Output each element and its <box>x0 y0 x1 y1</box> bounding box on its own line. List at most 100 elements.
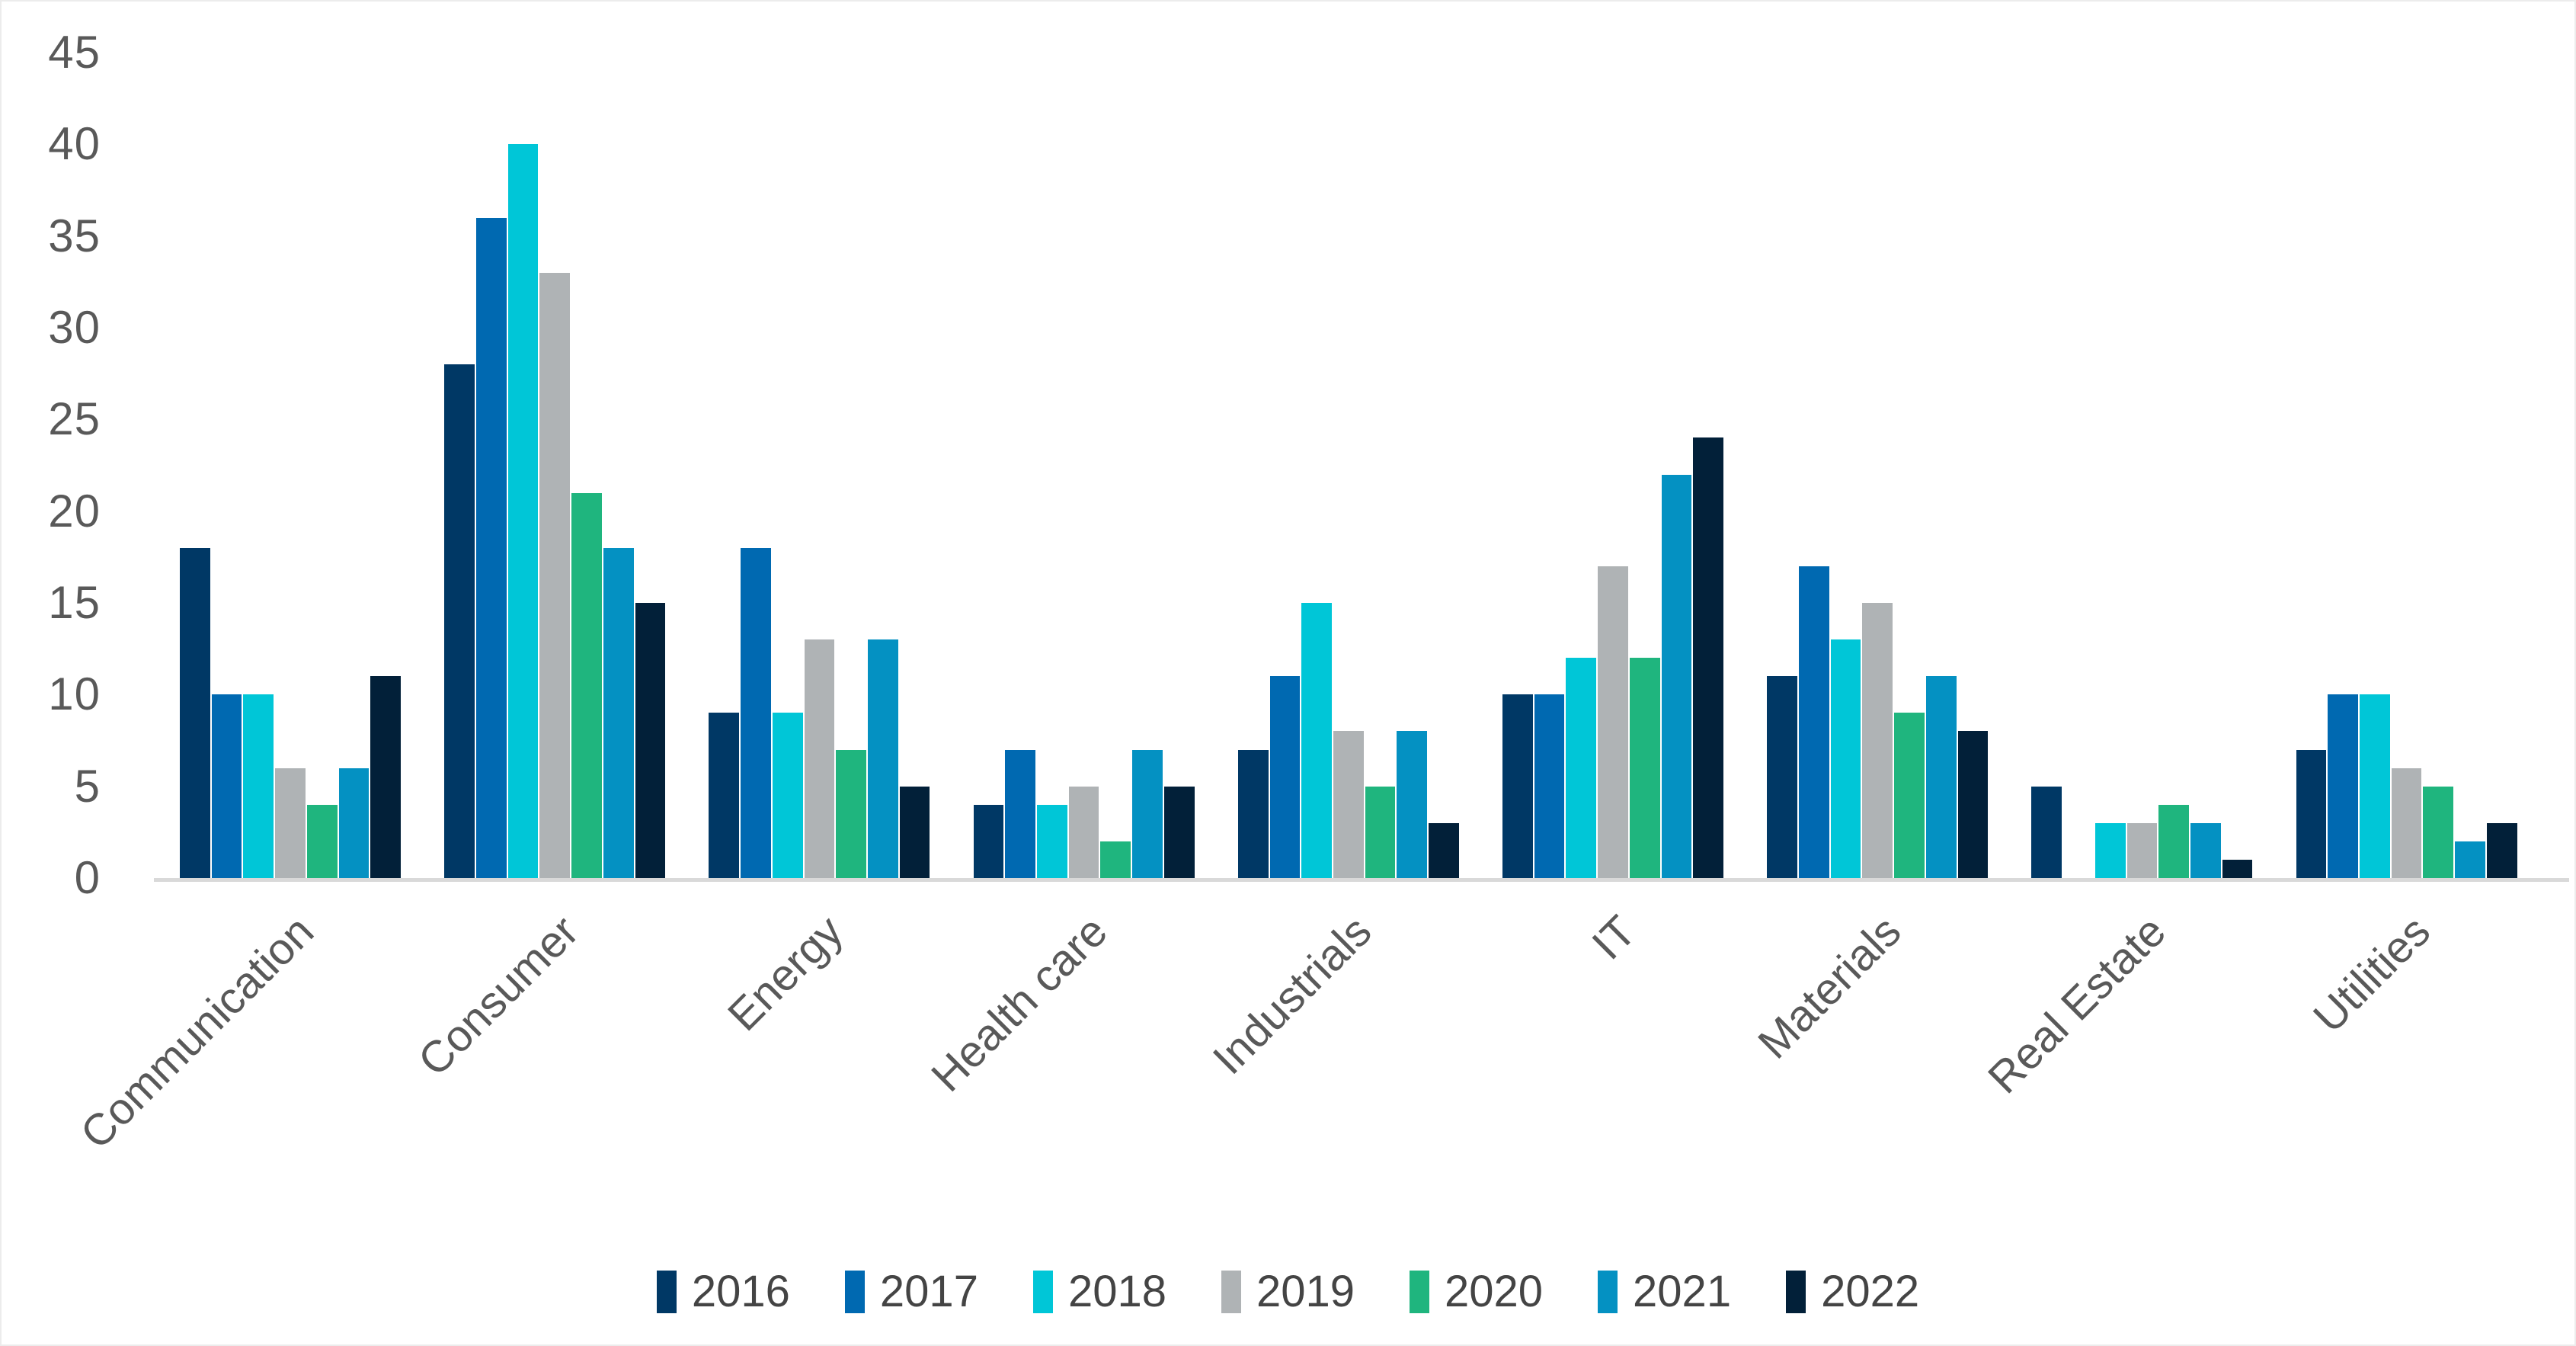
bar-2022 <box>2222 859 2253 878</box>
bar-2018 <box>1566 658 1597 878</box>
bar-group-materials <box>1767 53 1989 878</box>
bar-2018 <box>1301 603 1332 878</box>
bar-2022 <box>2486 822 2517 878</box>
bar-2019 <box>1598 566 1628 878</box>
bar-2016 <box>2031 786 2062 878</box>
bar-2021 <box>603 547 634 878</box>
bar-2020 <box>1365 786 1396 878</box>
category-label-text: Consumer <box>408 906 588 1086</box>
bar-2016 <box>1237 749 1269 878</box>
category-label-text: IT <box>1582 906 1646 969</box>
legend-label: 2021 <box>1633 1267 1732 1316</box>
bar-2019 <box>275 768 306 878</box>
bar-2022 <box>370 676 402 878</box>
bar-2021 <box>1925 676 1957 878</box>
legend-label: 2017 <box>879 1267 978 1316</box>
bar-2018 <box>2094 822 2126 878</box>
bar-2018 <box>772 713 803 878</box>
category-label-text: Utilities <box>2303 906 2440 1043</box>
bar-2017 <box>475 217 507 878</box>
bar-2019 <box>804 639 835 878</box>
y-tick-label: 45 <box>48 26 101 78</box>
y-tick-label: 40 <box>48 118 101 170</box>
bar-group-energy <box>709 53 930 878</box>
bar-2018 <box>243 694 274 878</box>
bar-2019 <box>2391 768 2422 878</box>
bar-2018 <box>2360 694 2390 878</box>
category-label-text: Industrials <box>1204 906 1381 1085</box>
legend-item-2020: 2020 <box>1410 1270 1543 1314</box>
legend-label: 2018 <box>1067 1267 1166 1316</box>
bar-group-consumer <box>444 53 666 878</box>
y-tick-label: 30 <box>48 301 101 353</box>
bar-2019 <box>539 272 571 878</box>
category-label-text: Communication <box>71 906 324 1159</box>
bar-2020 <box>2423 786 2454 878</box>
legend-swatch <box>844 1271 865 1313</box>
legend-item-2019: 2019 <box>1221 1270 1355 1314</box>
legend-swatch <box>1221 1271 1241 1313</box>
bar-2017 <box>1269 676 1301 878</box>
legend-swatch <box>1598 1271 1618 1313</box>
bar-group-real-estate <box>2031 53 2253 878</box>
bar-2022 <box>1957 731 1989 878</box>
bar-2016 <box>2296 749 2327 878</box>
bar-2016 <box>180 547 210 878</box>
bar-2022 <box>1429 822 1459 878</box>
bar-2022 <box>635 603 666 878</box>
legend-item-2022: 2022 <box>1786 1270 1919 1314</box>
bar-2020 <box>571 492 602 878</box>
x-axis-line <box>154 878 2569 882</box>
y-tick-label: 10 <box>48 668 101 720</box>
bar-2021 <box>2190 822 2221 878</box>
legend-item-2018: 2018 <box>1032 1267 1166 1316</box>
legend-swatch <box>1786 1271 1806 1313</box>
bar-group-industrials <box>1237 53 1459 878</box>
bar-2017 <box>1005 749 1036 878</box>
legend-item-2017: 2017 <box>844 1267 978 1316</box>
legend-label: 2020 <box>1445 1267 1544 1316</box>
bar-2021 <box>1661 474 1692 878</box>
legend-swatch <box>1032 1271 1053 1313</box>
legend-swatch <box>1410 1271 1430 1313</box>
category-label-text: Energy <box>718 906 853 1041</box>
bar-2019 <box>1068 786 1099 878</box>
bar-2017 <box>1798 566 1829 878</box>
bar-2016 <box>1767 676 1797 878</box>
bar-2022 <box>1693 437 1724 878</box>
bar-2022 <box>1163 786 1195 878</box>
bar-2016 <box>973 804 1004 878</box>
legend-label: 2019 <box>1256 1267 1355 1316</box>
category-label-text: Real Estate <box>1978 906 2175 1104</box>
legend-item-2021: 2021 <box>1598 1270 1731 1314</box>
bar-2020 <box>1894 713 1925 878</box>
bar-2021 <box>338 768 370 878</box>
y-tick-label: 0 <box>74 852 101 903</box>
category-label-text: Health care <box>922 906 1117 1101</box>
bar-group-it <box>1502 53 1724 878</box>
category-label-text: Materials <box>1748 906 1911 1069</box>
bar-group-communication <box>180 53 402 878</box>
bar-2016 <box>444 364 475 878</box>
bar-2019 <box>1333 731 1364 878</box>
bar-2017 <box>211 694 242 878</box>
bar-2018 <box>1830 639 1861 878</box>
bar-2022 <box>899 786 930 878</box>
bar-2017 <box>2328 694 2359 878</box>
bar-group-utilities <box>2296 53 2517 878</box>
bar-2018 <box>507 144 539 878</box>
legend-label: 2022 <box>1821 1267 1920 1316</box>
bar-2020 <box>1100 841 1131 878</box>
legend-label: 2016 <box>691 1267 790 1316</box>
bar-2019 <box>2126 822 2158 878</box>
bar-2021 <box>1132 749 1163 878</box>
bar-2017 <box>1534 694 1565 878</box>
bar-2017 <box>741 547 771 878</box>
bar-2021 <box>2455 841 2485 878</box>
bar-group-health-care <box>973 53 1195 878</box>
bar-2016 <box>709 713 740 878</box>
y-tick-label: 25 <box>48 393 101 445</box>
y-tick-label: 15 <box>48 576 101 628</box>
y-tick-label: 20 <box>48 485 101 537</box>
